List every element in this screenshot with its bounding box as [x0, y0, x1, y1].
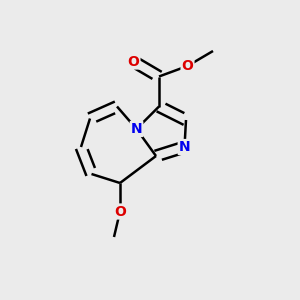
Text: O: O — [114, 205, 126, 218]
Text: N: N — [179, 140, 190, 154]
Text: N: N — [131, 122, 142, 136]
Text: O: O — [182, 59, 194, 73]
Text: O: O — [128, 55, 140, 68]
